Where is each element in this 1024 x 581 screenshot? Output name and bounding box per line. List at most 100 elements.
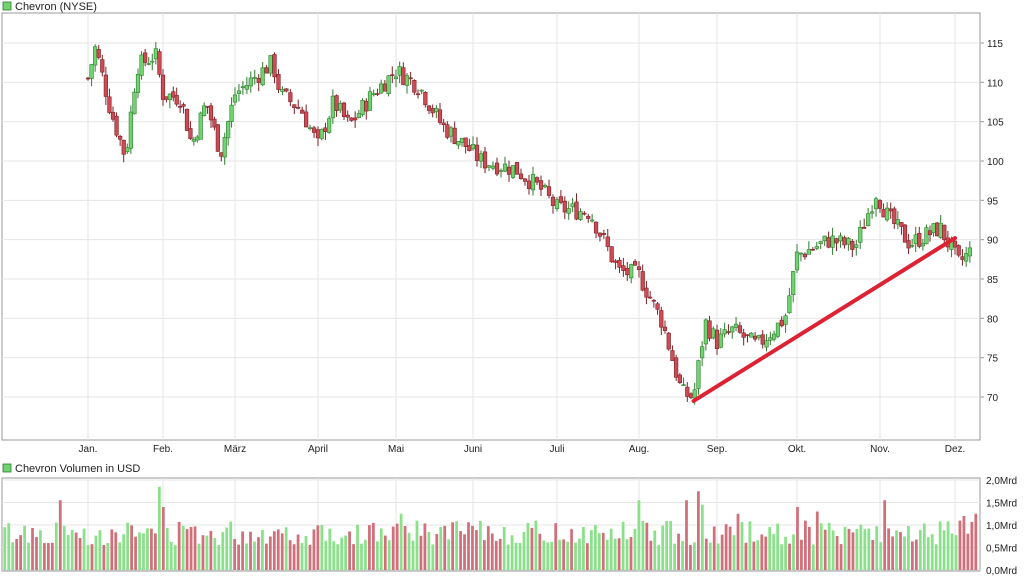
volume-bar xyxy=(257,537,260,570)
volume-bar xyxy=(268,536,272,570)
candle-body xyxy=(292,104,297,108)
volume-bar xyxy=(241,531,244,570)
volume-bar xyxy=(62,525,66,570)
volume-bar xyxy=(586,543,589,570)
candle-body xyxy=(107,96,112,113)
candle-body xyxy=(730,326,735,333)
volume-bar xyxy=(70,529,74,570)
volume-bar xyxy=(522,531,526,570)
volume-bar xyxy=(823,529,827,570)
candle-body xyxy=(733,323,739,328)
price-xtick-label: Sep. xyxy=(707,444,728,455)
candle-body xyxy=(202,105,207,116)
volume-bar xyxy=(272,531,276,570)
volume-bar xyxy=(716,543,720,570)
volume-bar xyxy=(661,525,665,570)
volume-bar xyxy=(815,511,819,570)
candle-body xyxy=(806,249,811,255)
volume-bar xyxy=(562,539,566,570)
candle-body xyxy=(304,111,309,128)
candle-body xyxy=(636,266,642,270)
volume-bar xyxy=(792,534,795,570)
volume-bar xyxy=(740,522,744,570)
volume-bar xyxy=(720,534,724,570)
candle-body xyxy=(913,234,918,245)
candle-body xyxy=(89,64,94,79)
candle-body xyxy=(666,332,671,350)
candle-body xyxy=(437,109,443,123)
candle-body xyxy=(952,240,958,248)
volume-bar xyxy=(221,532,225,570)
candle-body xyxy=(826,237,831,248)
price-ytick-label: 100 xyxy=(987,157,1004,168)
volume-bar xyxy=(292,544,296,570)
volume-bar xyxy=(177,521,181,570)
volume-bar xyxy=(922,523,926,570)
candle-body xyxy=(371,93,376,96)
candle-body xyxy=(892,208,897,224)
volume-bar xyxy=(308,544,312,570)
candle-body xyxy=(441,122,446,125)
candle-body xyxy=(260,67,265,86)
candle-body xyxy=(550,196,556,206)
candle-body xyxy=(167,93,172,100)
candle-body xyxy=(430,108,435,114)
volume-bar xyxy=(284,527,288,570)
volume-bar xyxy=(534,520,538,570)
candle-body xyxy=(160,74,166,100)
candle-body xyxy=(222,137,227,158)
candle-body xyxy=(726,331,731,333)
volume-bar xyxy=(439,527,443,570)
candle-body xyxy=(164,96,169,100)
volume-bar xyxy=(475,530,478,570)
volume-bar xyxy=(657,545,661,570)
volume-bar xyxy=(704,538,708,570)
volume-bar xyxy=(605,539,609,570)
candle-body xyxy=(775,322,781,337)
candle-body xyxy=(212,118,217,128)
candle-body xyxy=(688,393,694,398)
volume-bar xyxy=(506,544,510,570)
candle-body xyxy=(791,271,796,295)
volume-bar xyxy=(328,528,332,570)
candle-body xyxy=(208,105,214,121)
candle-body xyxy=(842,237,847,246)
candle-body xyxy=(869,211,875,214)
candle-body xyxy=(764,340,769,348)
volume-bar xyxy=(35,537,38,570)
volume-bar xyxy=(645,522,649,570)
candle-body xyxy=(749,332,754,338)
candle-body xyxy=(375,93,380,95)
candle-body xyxy=(188,128,193,139)
volume-bar xyxy=(304,536,308,570)
candle-body xyxy=(566,208,571,214)
candle-body xyxy=(858,226,863,243)
price-xtick-label: März xyxy=(224,444,246,455)
candle-body xyxy=(288,92,293,103)
volume-bar xyxy=(918,529,922,570)
volume-bar xyxy=(582,526,585,570)
volume-bar xyxy=(974,513,978,570)
volume-bar xyxy=(383,535,387,570)
volume-bar xyxy=(796,507,799,570)
candle-body xyxy=(349,117,354,121)
candle-body xyxy=(722,329,727,335)
candle-body xyxy=(737,325,742,333)
candle-body xyxy=(931,223,936,234)
volume-bar xyxy=(375,541,379,570)
candle-body xyxy=(696,360,701,389)
candle-body xyxy=(191,138,196,142)
volume-bar xyxy=(732,535,736,570)
volume-bar xyxy=(764,536,768,570)
candle-body xyxy=(830,235,835,248)
candle-body xyxy=(327,118,332,133)
volume-bar xyxy=(546,542,550,570)
candle-body xyxy=(659,310,664,328)
candle-body xyxy=(315,129,321,139)
candle-body xyxy=(582,212,587,215)
candle-body xyxy=(534,177,540,183)
volume-bar xyxy=(54,522,58,570)
candle-body xyxy=(578,211,583,220)
candle-body xyxy=(920,243,925,247)
volume-bar xyxy=(146,528,149,570)
